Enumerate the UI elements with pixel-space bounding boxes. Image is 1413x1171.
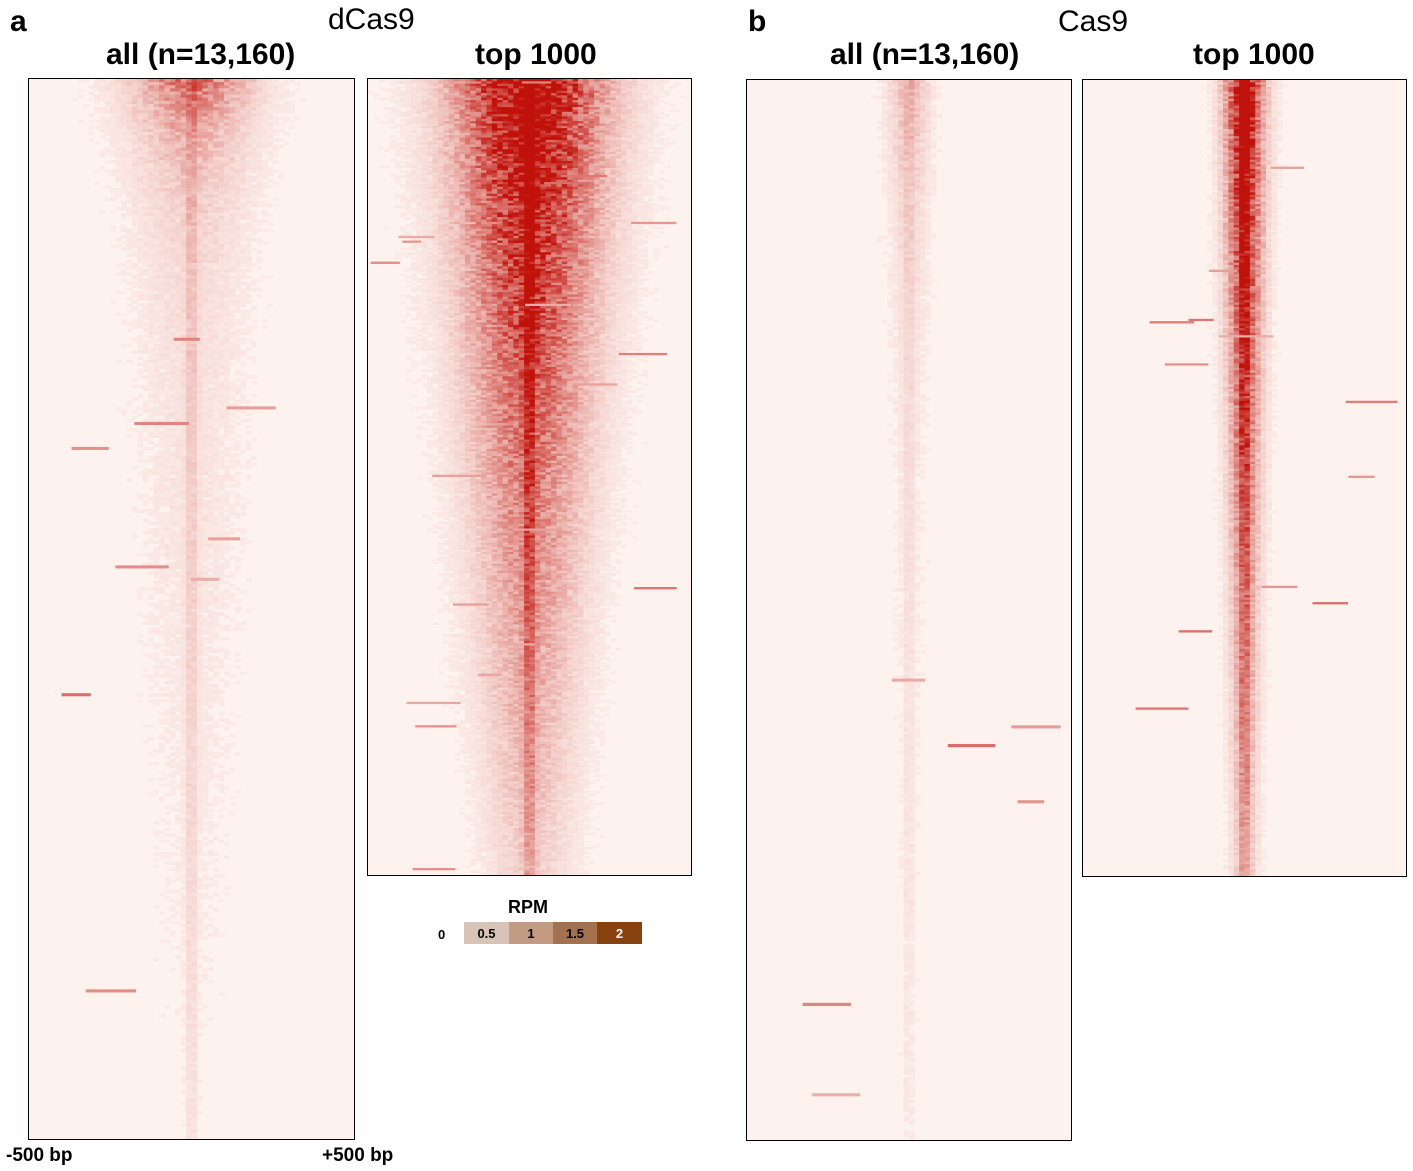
heatmap-dcas9-all — [28, 78, 355, 1140]
x-axis-left-label: -500 bp — [6, 1145, 73, 1167]
legend-zero-label: 0 — [438, 927, 445, 942]
panel-a-top-label: top 1000 — [475, 38, 597, 72]
heatmap-dcas9-top1000 — [367, 78, 692, 876]
legend-cell: 2 — [597, 922, 642, 944]
heatmap-cells — [61, 79, 306, 1139]
panel-b-title: Cas9 — [1058, 5, 1128, 39]
heatmap-cas9-all — [746, 79, 1072, 1141]
panel-a-title: dCas9 — [328, 3, 415, 37]
x-axis-right-label: +500 bp — [322, 1145, 393, 1167]
legend-cell: 1 — [509, 922, 553, 944]
legend-cell: 0.5 — [464, 922, 509, 944]
legend-title: RPM — [508, 897, 548, 918]
panel-a-letter: a — [10, 5, 27, 39]
panel-b-top-label: top 1000 — [1193, 38, 1315, 72]
legend-colorbar: 0.5 1 1.5 2 — [464, 922, 642, 944]
heatmap-cells — [368, 79, 687, 875]
panel-a-all-label: all (n=13,160) — [106, 38, 295, 72]
panel-b-all-label: all (n=13,160) — [830, 38, 1019, 72]
legend-cell: 1.5 — [553, 922, 597, 944]
heatmap-cas9-top1000 — [1082, 79, 1407, 877]
heatmap-cells — [1135, 80, 1398, 876]
panel-b-letter: b — [748, 5, 766, 39]
heatmap-cells — [802, 80, 1061, 1140]
